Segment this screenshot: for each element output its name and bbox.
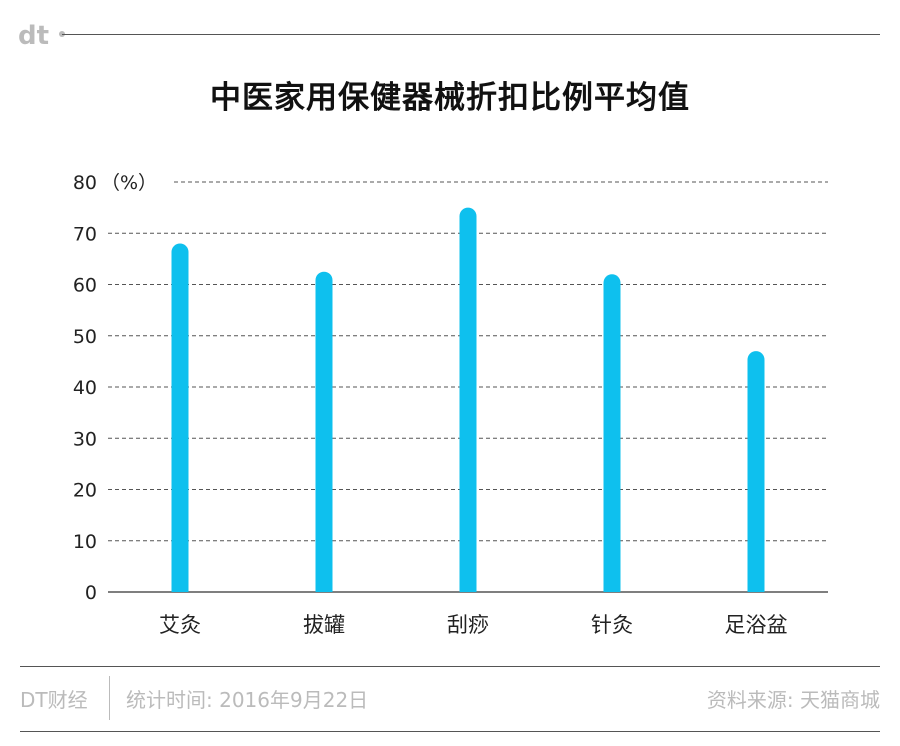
bar <box>315 271 333 592</box>
top-rule <box>62 34 880 35</box>
y-tick-label: 60 <box>73 275 97 297</box>
bar <box>747 351 765 592</box>
y-unit-label: （%） <box>101 172 157 194</box>
x-tick-label: 足浴盆 <box>725 613 788 637</box>
y-tick-label: 30 <box>73 428 97 450</box>
y-tick-label: 70 <box>73 223 97 245</box>
x-tick-label: 艾灸 <box>159 613 201 637</box>
bar <box>459 207 477 592</box>
x-tick-label: 刮痧 <box>447 613 489 637</box>
y-tick-label: 80 <box>73 172 97 194</box>
bar <box>171 243 189 592</box>
footer-date: 统计时间: 2016年9月22日 <box>126 688 369 712</box>
x-tick-label: 拔罐 <box>303 613 345 637</box>
footer-rule-top <box>20 666 880 667</box>
footer-rule-bottom <box>20 731 880 732</box>
bar <box>603 274 621 592</box>
dt-logo-text: dt <box>18 21 49 50</box>
footer-separator <box>109 676 110 720</box>
x-tick-label: 针灸 <box>591 613 633 637</box>
y-tick-label: 20 <box>73 480 97 502</box>
y-tick-label: 50 <box>73 326 97 348</box>
footer-brand: DT财经 <box>20 688 88 712</box>
footer-source: 资料来源: 天猫商城 <box>706 688 880 712</box>
y-tick-label: 10 <box>73 531 97 553</box>
y-tick-label: 40 <box>73 377 97 399</box>
chart-title: 中医家用保健器械折扣比例平均值 <box>210 80 690 116</box>
dt-logo: dt <box>18 21 65 50</box>
y-tick-label: 0 <box>85 582 97 604</box>
